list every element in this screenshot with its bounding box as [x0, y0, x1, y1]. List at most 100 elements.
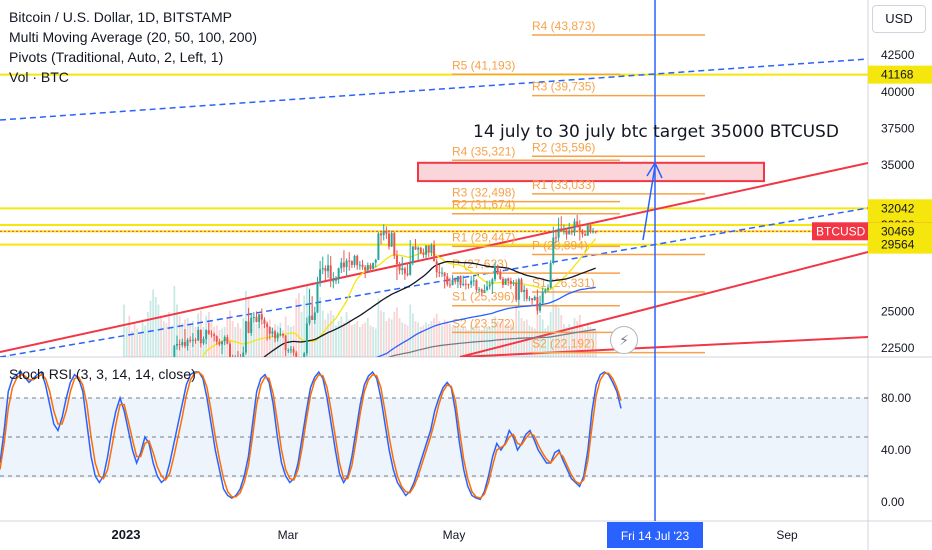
candle-body: [332, 280, 335, 282]
candle-body: [263, 319, 266, 324]
price-level-tag: [868, 235, 932, 254]
trend-line-dashed-lower: [0, 207, 868, 357]
candle-body: [258, 314, 261, 322]
volume-bar: [316, 300, 319, 357]
candle-body: [266, 323, 269, 328]
candle-body: [441, 272, 443, 274]
candle-body: [594, 231, 597, 233]
volume-bar: [152, 289, 155, 357]
candle-body: [380, 233, 383, 236]
candle-body: [197, 329, 200, 341]
pivot-previous-label: R3 (32,498): [452, 186, 515, 200]
candle-body: [573, 221, 576, 233]
candle-body: [255, 316, 258, 322]
volume-bar: [343, 322, 345, 357]
volume-bar: [462, 327, 465, 357]
volume-bar: [419, 327, 422, 357]
candle-body: [345, 260, 348, 268]
volume-bar: [427, 324, 430, 357]
legend-symbol[interactable]: Bitcoin / U.S. Dollar, 1D, BITSTAMP: [9, 9, 233, 25]
candle-body: [536, 296, 539, 311]
lightning-icon[interactable]: ⚡︎: [610, 326, 638, 354]
candle-body: [218, 341, 221, 345]
candle-body: [586, 225, 589, 236]
candle-body: [528, 298, 531, 300]
volume-bar: [457, 327, 459, 357]
candle-body: [252, 316, 255, 318]
legend-volume[interactable]: Vol · BTC: [9, 69, 69, 85]
candle-body: [581, 230, 584, 235]
candle-body: [298, 380, 300, 383]
support-line: [459, 336, 868, 357]
pivot-previous-label: R4 (35,321): [452, 144, 515, 158]
legend-pivots[interactable]: Pivots (Traditional, Auto, 2, Left, 1): [9, 49, 224, 65]
candle-body: [377, 233, 380, 260]
pivot-previous-label: R5 (41,193): [452, 58, 515, 72]
candle-body: [406, 273, 409, 275]
volume-bar: [160, 315, 162, 357]
volume-bar: [144, 325, 147, 357]
currency-button[interactable]: USD: [872, 5, 926, 33]
volume-bar: [446, 321, 449, 357]
volume-bar: [231, 321, 234, 357]
candle-body: [393, 233, 396, 256]
volume-bar: [517, 310, 520, 357]
channel-lower-line: [459, 251, 868, 357]
volume-bar: [327, 313, 329, 357]
candle-body: [271, 331, 274, 334]
volume-bar: [531, 327, 533, 357]
volume-bar: [313, 312, 316, 357]
candle-body: [301, 376, 303, 383]
volume-bar: [404, 324, 406, 357]
candle-body: [199, 329, 202, 344]
candle-body: [237, 358, 239, 359]
volume-bar: [260, 322, 263, 357]
legend-moving-average[interactable]: Multi Moving Average (20, 50, 100, 200): [9, 29, 258, 45]
price-tick-label: 37500: [881, 121, 915, 135]
volume-bar: [337, 321, 340, 357]
candle-body: [229, 343, 231, 357]
candle-body: [324, 268, 327, 272]
rsi-tick-label: 80.00: [881, 391, 911, 405]
candle-body: [562, 230, 565, 232]
volume-bar: [271, 327, 274, 357]
volume-bar: [136, 328, 139, 357]
target-annotation[interactable]: 14 july to 30 july btc target 35000 BTCU…: [473, 122, 839, 142]
volume-bar: [364, 322, 367, 357]
price-tick-label: 22500: [881, 341, 915, 355]
volume-bar: [374, 328, 377, 357]
candle-body: [215, 336, 218, 342]
candle-body: [194, 339, 197, 341]
moving-average-50: [263, 260, 596, 357]
volume-bar: [552, 289, 555, 357]
candle-body: [459, 276, 462, 285]
candle-body: [395, 255, 398, 265]
candle-body: [499, 271, 502, 279]
volume-bar: [237, 323, 239, 357]
volume-bar: [390, 319, 393, 357]
candle-body: [268, 327, 271, 334]
candle-body: [446, 276, 449, 285]
volume-bar: [586, 324, 589, 357]
candle-body: [242, 352, 245, 357]
volume-bar: [311, 304, 314, 357]
volume-bar: [154, 297, 157, 357]
volume-bar: [377, 298, 380, 357]
candle-body: [335, 278, 337, 281]
volume-bar: [398, 318, 401, 357]
candle-body: [515, 282, 518, 300]
candle-body: [183, 341, 186, 347]
volume-bar: [425, 322, 427, 357]
volume-bar: [435, 313, 438, 357]
candle-body: [303, 353, 306, 357]
candle-body: [507, 278, 510, 281]
volume-bar: [356, 321, 359, 357]
stoch-rsi-legend[interactable]: Stoch RSI (3, 3, 14, 14, close): [9, 366, 196, 382]
candle-body: [494, 266, 496, 280]
volume-bar: [358, 327, 361, 357]
candle-body: [210, 333, 213, 335]
volume-bar: [515, 306, 518, 357]
volume-bar: [388, 318, 390, 357]
volume-bar: [478, 328, 480, 357]
